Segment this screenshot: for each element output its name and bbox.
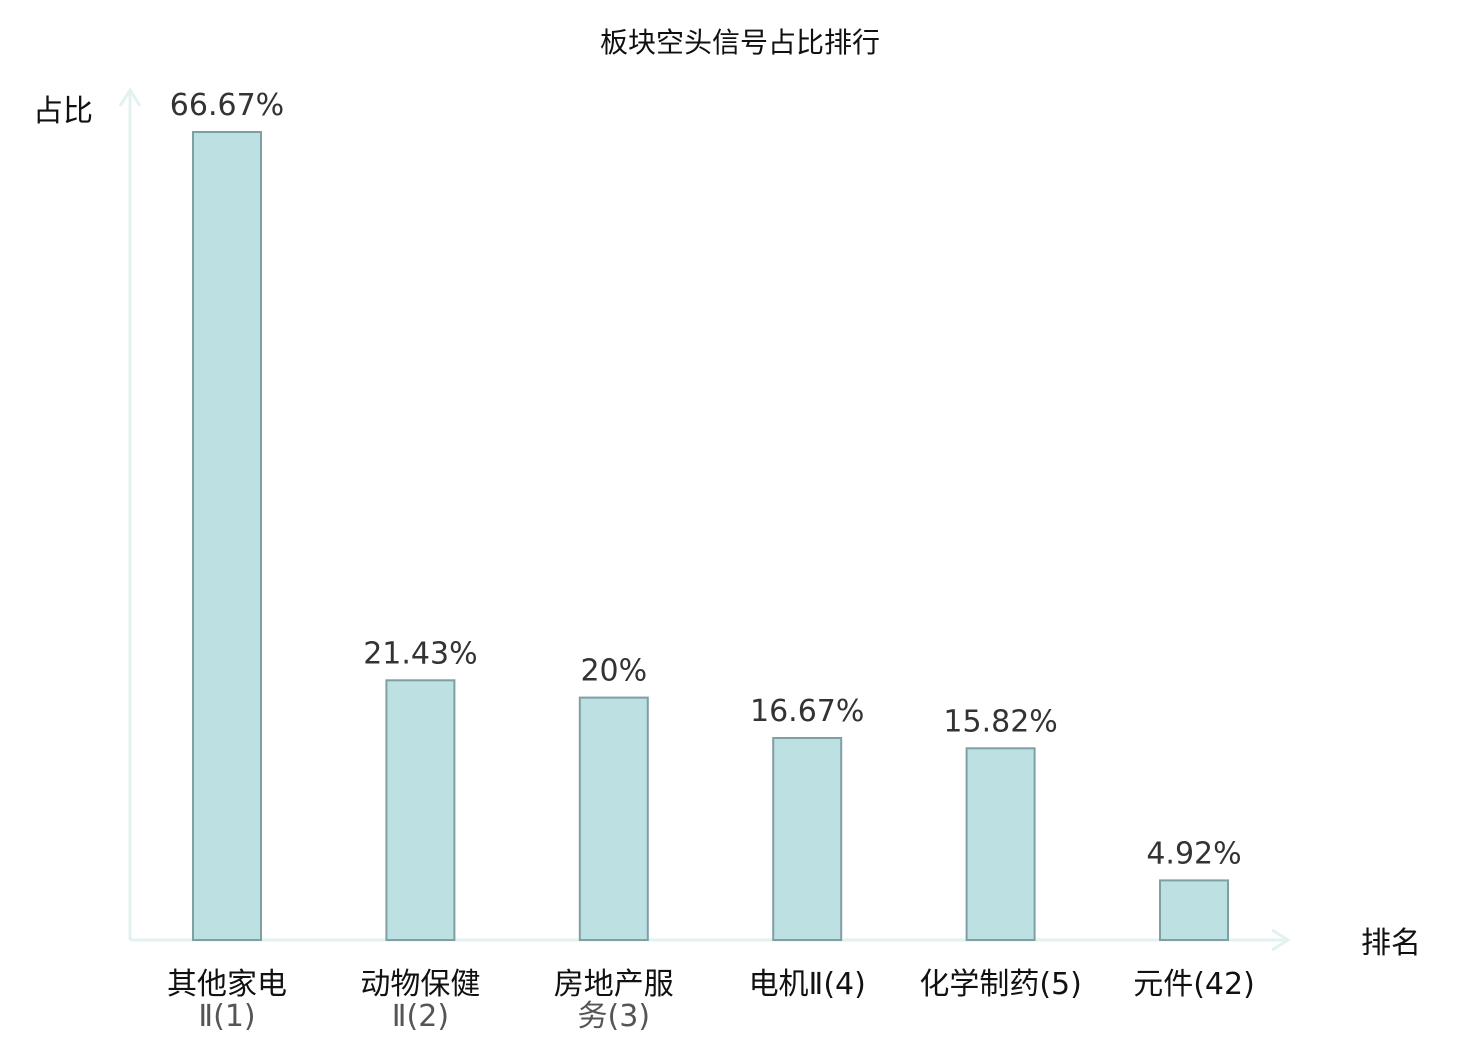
- category-label-1-line2: Ⅱ(1): [198, 999, 255, 1034]
- data-label-1: 66.67%: [170, 88, 284, 123]
- bar-3: [578, 696, 649, 941]
- category-label-6: 元件(42): [1133, 967, 1255, 1002]
- data-label-5: 15.82%: [943, 704, 1057, 739]
- data-label-6: 4.92%: [1146, 836, 1241, 871]
- category-label-1: 其他家电: [167, 967, 287, 1002]
- x-axis-arrow-icon: [1271, 928, 1291, 952]
- data-label-3: 20%: [580, 654, 647, 689]
- bar-4: [772, 737, 843, 941]
- category-label-5: 化学制药(5): [919, 967, 1082, 1002]
- bar-2: [385, 679, 456, 941]
- bar-1: [192, 131, 262, 941]
- bar-series: [192, 131, 1229, 942]
- bar-5: [965, 747, 1036, 941]
- bar-6: [1159, 879, 1229, 942]
- data-label-4: 16.67%: [750, 694, 864, 729]
- y-axis: 占比: [33, 87, 142, 940]
- x-axis: 排名: [130, 926, 1421, 961]
- category-label-4: 电机Ⅱ(4): [749, 967, 866, 1002]
- y-axis-arrow-icon: [118, 87, 142, 107]
- chart-title: 板块空头信号占比排行: [600, 26, 880, 59]
- x-axis-label: 排名: [1361, 926, 1421, 961]
- category-label-3-line2: 务(3): [578, 999, 651, 1034]
- y-axis-label: 占比: [33, 94, 93, 129]
- category-label-2-line2: Ⅱ(2): [392, 999, 449, 1034]
- data-label-2: 21.43%: [363, 636, 477, 671]
- category-label-2: 动物保健: [360, 967, 480, 1002]
- category-label-3: 房地产服: [554, 967, 674, 1002]
- value-labels: 66.67% 21.43% 20% 16.67% 15.82% 4.92%: [170, 88, 1242, 871]
